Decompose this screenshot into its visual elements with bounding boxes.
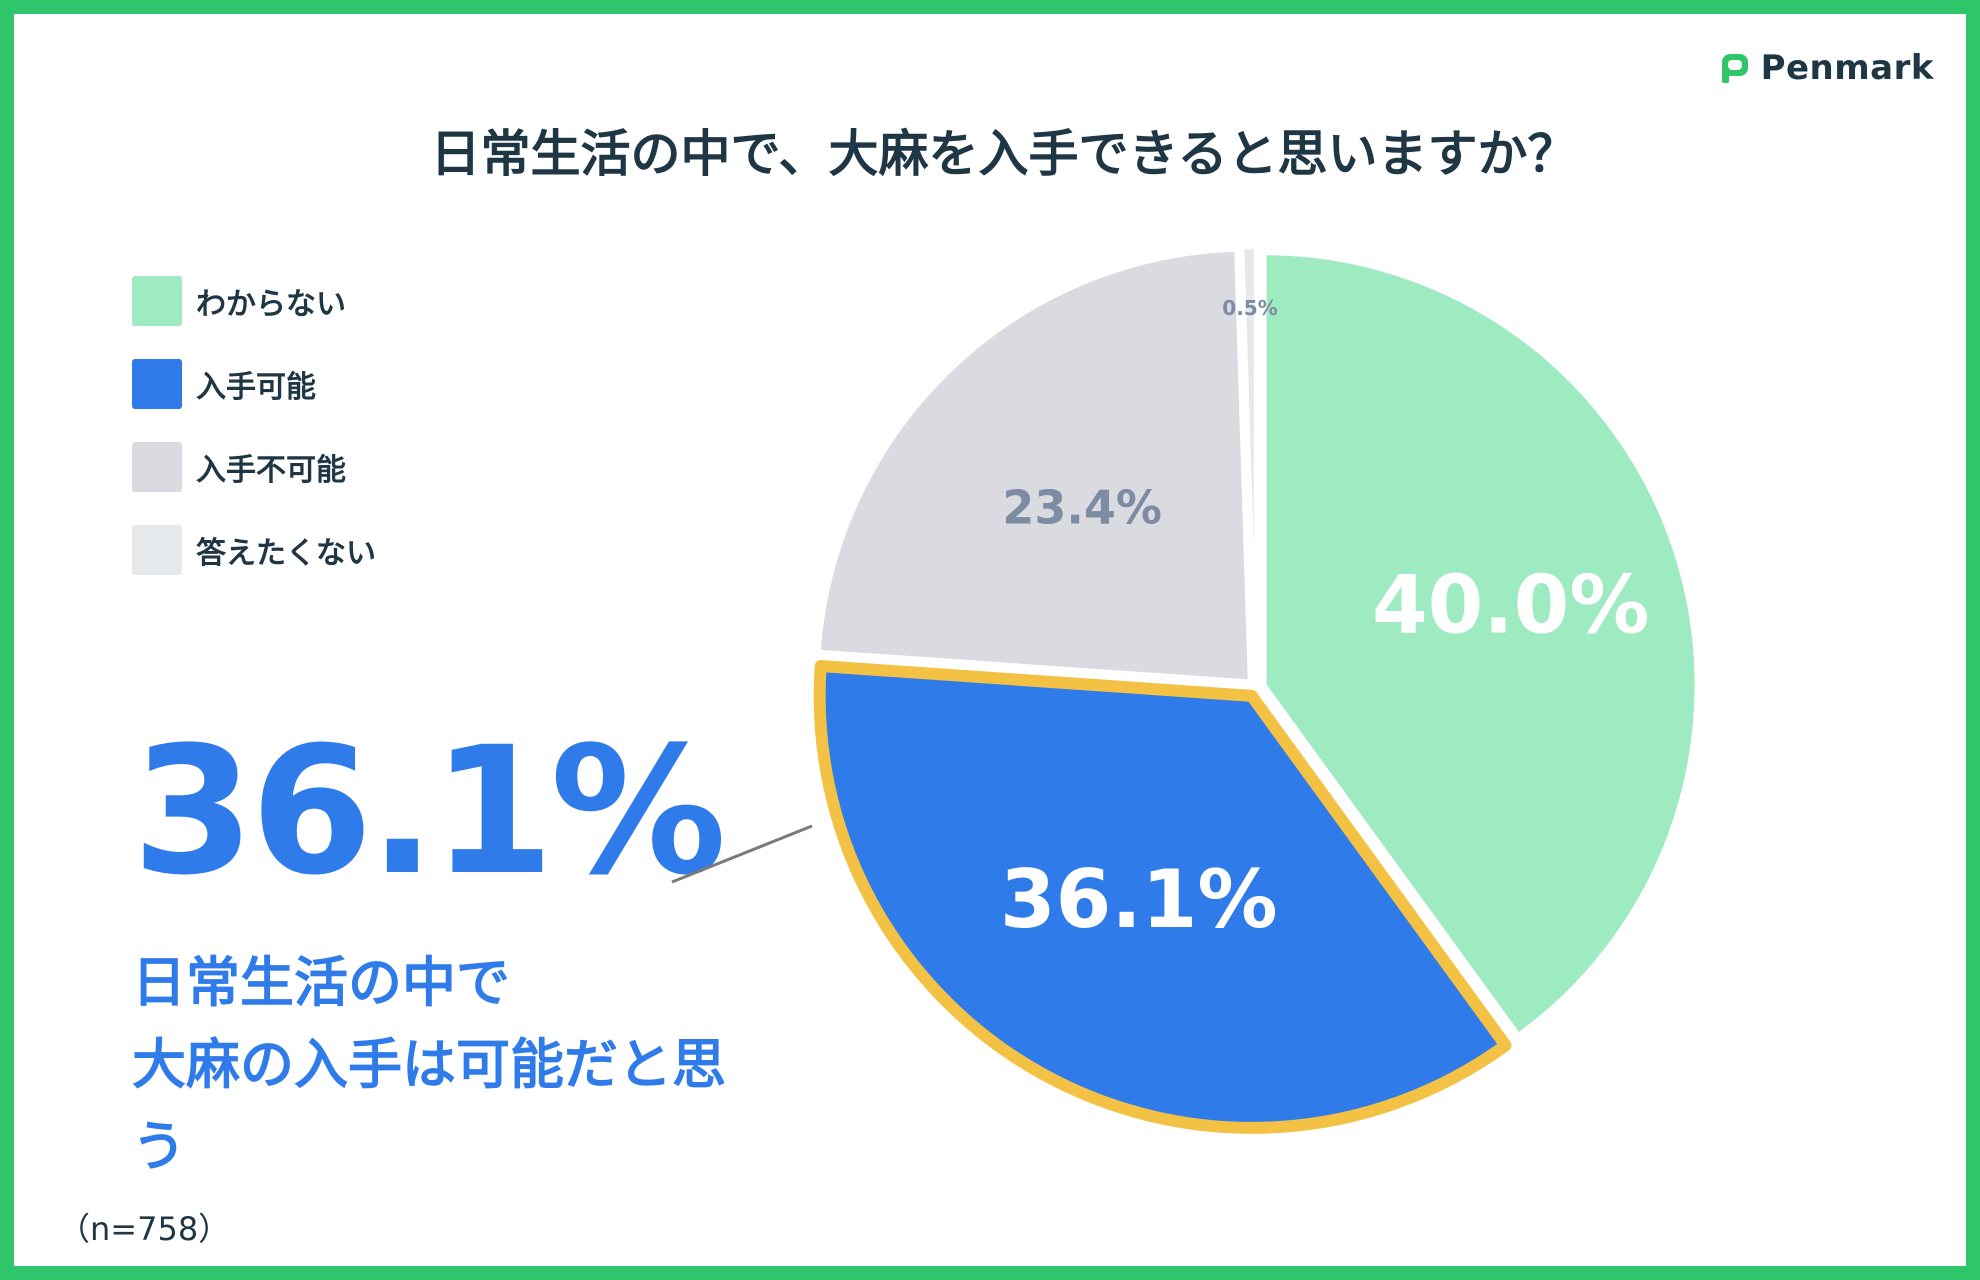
highlight-caption-line1: 日常生活の中で <box>132 951 510 1014</box>
legend-swatch <box>132 525 182 575</box>
speech-bubble-icon <box>1721 54 1748 83</box>
legend-label: 答えたくない <box>196 536 376 571</box>
data-label-no-answer: 0.5% <box>1222 296 1277 320</box>
data-label-not-obtainable: 23.4% <box>1002 481 1162 535</box>
highlight-caption: 日常生活の中で 大麻の入手は可能だと思う <box>132 942 752 1188</box>
legend-item-not-obtainable: 入手不可能 <box>132 442 532 492</box>
pie-slice-not-obtainable <box>816 247 1252 684</box>
pie-slice-obtainable <box>813 660 1512 1134</box>
brand-name: Penmark <box>1760 48 1934 88</box>
pie-slice-no-answer <box>1240 245 1258 680</box>
legend-label: 入手不可能 <box>196 453 346 488</box>
highlight-callout: 36.1% 日常生活の中で 大麻の入手は可能だと思う <box>132 724 752 1188</box>
legend-item-unknown: わからない <box>132 276 532 326</box>
highlight-value: 36.1% <box>132 709 727 914</box>
callout-leader-line <box>671 824 813 884</box>
highlight-caption-line2: 大麻の入手は可能だと思う <box>132 1033 726 1178</box>
data-label-unknown: 40.0% <box>1372 559 1650 652</box>
brand-logo: Penmark <box>1719 48 1934 88</box>
legend-item-no-answer: 答えたくない <box>132 525 532 575</box>
legend-label: 入手可能 <box>196 370 316 405</box>
legend-swatch <box>132 276 182 326</box>
chart-legend: わからない 入手可能 入手不可能 答えたくない <box>132 276 532 608</box>
legend-label: わからない <box>196 287 346 322</box>
legend-swatch <box>132 359 182 409</box>
legend-item-obtainable: 入手可能 <box>132 359 532 409</box>
legend-swatch <box>132 442 182 492</box>
sample-size: （n=758） <box>58 1210 231 1248</box>
chart-title: 日常生活の中で、大麻を入手できると思いますか？ <box>430 125 1578 183</box>
data-label-obtainable: 36.1% <box>1000 853 1278 946</box>
pie-slice-unknown <box>1262 251 1699 1038</box>
